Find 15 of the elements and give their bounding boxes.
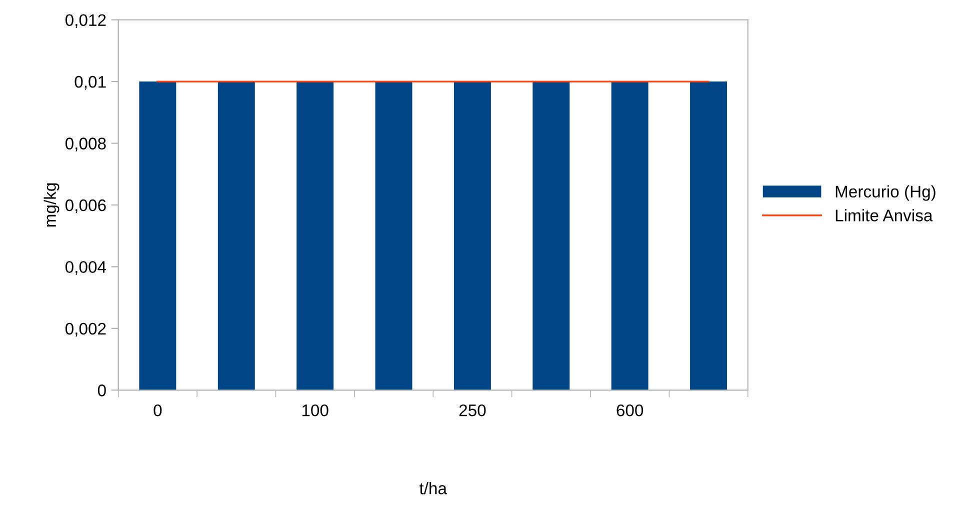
y-tick-label: 0,008	[65, 138, 106, 152]
x-tick-label: 0	[154, 404, 162, 416]
legend-label: Limite Anvisa	[836, 209, 933, 222]
y-tick-label: 0,004	[65, 261, 106, 275]
x-tick-label: 100	[302, 404, 328, 416]
y-axis-title: mg/kg	[44, 183, 60, 227]
y-tick-label: 0,002	[65, 322, 106, 337]
y-tick-label: 0,01	[74, 76, 106, 90]
y-tick-label: 0,012	[65, 14, 106, 28]
y-tick-label: 0	[98, 384, 106, 396]
y-tick-label: 0,006	[65, 199, 106, 214]
x-axis-title: t/ha	[419, 482, 448, 494]
x-tick-label: 250	[459, 404, 486, 416]
legend-label: Mercurio (Hg)	[836, 185, 936, 201]
x-tick-label: 600	[616, 404, 644, 416]
